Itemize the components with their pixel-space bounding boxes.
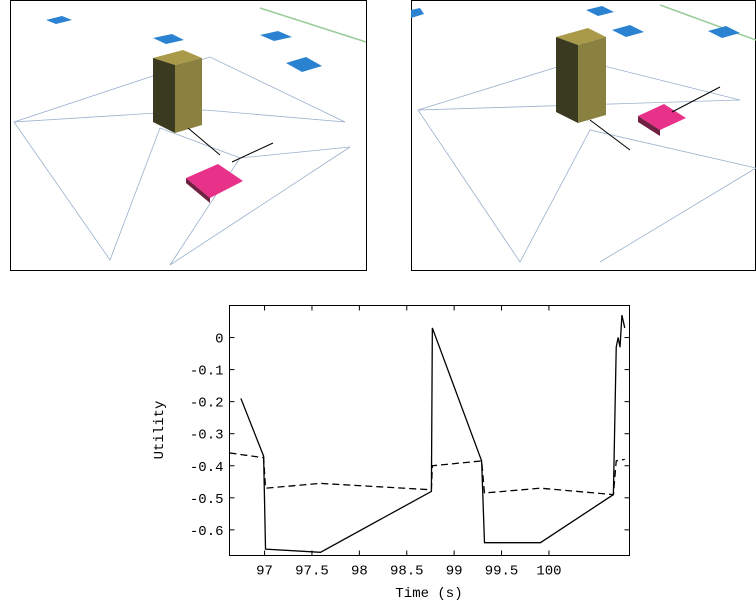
series-line — [241, 315, 625, 552]
y-tick-label: 0 — [215, 332, 223, 348]
plot-frame — [230, 306, 630, 556]
figure: Time (s) Utility 97 97.5 98 98.5 99 99.5 100 0 -… — [0, 0, 756, 605]
series-line — [230, 453, 625, 495]
block-side — [153, 58, 175, 133]
y-tick-label: -0.1 — [190, 364, 224, 380]
y-axis-label: Utility — [152, 401, 168, 460]
block-side — [556, 37, 578, 123]
chart: Time (s) Utility 97 97.5 98 98.5 99 99.5 100 0 -… — [152, 306, 630, 603]
y-tick-label: -0.6 — [190, 524, 224, 540]
x-tick-label: 98.5 — [390, 564, 424, 580]
x-tick-label: 97.5 — [295, 564, 329, 580]
x-tick-label: 100 — [536, 564, 561, 580]
scene-left — [11, 1, 367, 271]
y-tick-label: -0.5 — [190, 492, 224, 508]
block-front — [175, 58, 202, 133]
block-front — [578, 37, 606, 123]
x-tick-label: 99 — [446, 564, 463, 580]
y-tick-label: -0.4 — [190, 460, 224, 476]
scene-frame — [11, 1, 367, 271]
y-tick-label: -0.3 — [190, 428, 224, 444]
x-tick-label: 98 — [351, 564, 368, 580]
y-tick-label: -0.2 — [190, 396, 224, 412]
x-tick-label: 99.5 — [485, 564, 519, 580]
x-tick-label: 97 — [256, 564, 273, 580]
x-axis-label: Time (s) — [395, 586, 462, 602]
scene-right — [411, 1, 756, 271]
